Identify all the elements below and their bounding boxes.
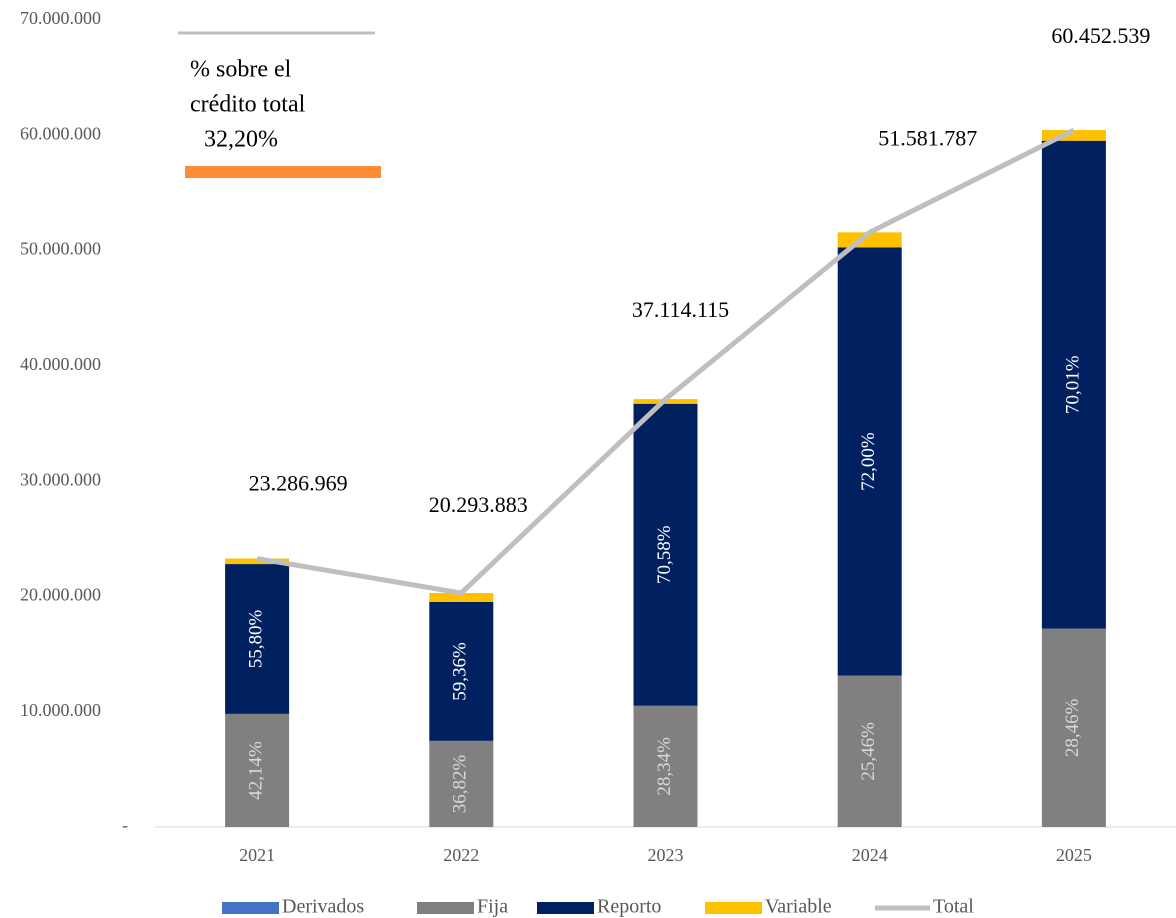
y-tick-label: 60.000.000 (20, 123, 101, 143)
legend-label: Variable (765, 896, 832, 918)
bar-segment (633, 705, 698, 827)
bar-segment (837, 675, 902, 827)
bar-segment (633, 403, 698, 706)
legend-label: Total (933, 896, 974, 918)
legend-label: Derivados (282, 896, 364, 918)
x-tick-label: 2025 (1056, 845, 1092, 865)
annotation-bar (185, 166, 381, 178)
share-label: 25,46% (858, 722, 879, 781)
bar-segment (837, 247, 902, 676)
total-label: 20.293.883 (429, 492, 528, 517)
share-label: 70,01% (1062, 355, 1083, 414)
bar-segment (1041, 140, 1106, 629)
bar-segment (1041, 130, 1106, 141)
y-tick-label: 10.000.000 (20, 700, 101, 720)
share-label: 70,58% (654, 525, 675, 584)
y-tick-label: 70.000.000 (20, 8, 101, 28)
legend-label: Fija (477, 896, 508, 918)
legend-swatch (417, 902, 474, 914)
share-label: 28,34% (654, 737, 675, 796)
x-tick-label: 2022 (443, 845, 479, 865)
y-tick-label: 30.000.000 (20, 469, 101, 489)
bar-segment (429, 593, 494, 602)
bar-segment (429, 740, 494, 827)
bar-segment (225, 564, 290, 714)
share-label: 72,00% (858, 432, 879, 491)
annotation: 32,20% (204, 127, 278, 153)
share-label: 28,46% (1062, 698, 1083, 757)
y-tick-label: - (122, 815, 128, 835)
share-label: 36,82% (450, 754, 471, 813)
bar-segment (225, 558, 290, 565)
x-tick-label: 2023 (648, 845, 684, 865)
legend-swatch (705, 902, 762, 914)
share-label: 42,14% (245, 741, 266, 800)
share-label: 59,36% (450, 642, 471, 701)
total-label: 37.114.115 (632, 297, 729, 322)
x-tick-label: 2024 (852, 845, 888, 865)
y-tick-label: 20.000.000 (20, 585, 101, 605)
y-tick-label: 40.000.000 (20, 354, 101, 374)
y-tick-label: 50.000.000 (20, 239, 101, 259)
annotation: % sobre el (190, 57, 292, 83)
total-label: 51.581.787 (878, 125, 977, 150)
legend-label: Reporto (597, 896, 661, 918)
share-label: 55,80% (245, 610, 266, 669)
annotation: crédito total (190, 92, 306, 118)
legend-swatch (537, 902, 594, 914)
x-tick-label: 2021 (239, 845, 275, 865)
total-label: 60.452.539 (1051, 23, 1150, 48)
legend-swatch (222, 902, 279, 914)
bar-segment (429, 601, 494, 741)
bar-segment (1041, 628, 1106, 827)
total-line (256, 127, 1076, 596)
bar-segment (225, 713, 290, 827)
total-label: 23.286.969 (249, 471, 348, 496)
